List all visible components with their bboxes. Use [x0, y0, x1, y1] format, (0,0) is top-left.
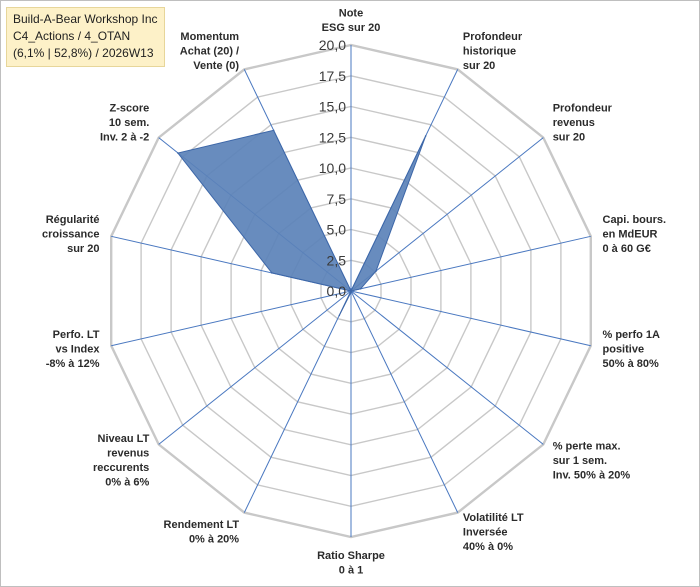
axis-category-label: % perfo 1A positive 50% à 80% — [603, 329, 661, 370]
chart-title-box: Build-A-Bear Workshop Inc C4_Actions / 4… — [6, 7, 165, 67]
data-point — [272, 129, 275, 132]
axis-category-label-line: Inversée — [463, 526, 508, 538]
axis-spoke — [350, 137, 544, 292]
axis-category-label-line: 0% à 20% — [189, 534, 239, 546]
tick-label: 7,5 — [327, 191, 347, 207]
axis-category-label: Niveau LT revenus reccurents 0% à 6% — [93, 433, 150, 489]
axis-category-label: Rendement LT 0% à 20% — [164, 519, 240, 546]
axis-category-label: Profondeur historique sur 20 — [463, 31, 523, 72]
axis-label-layer: Note ESG sur 20 Profondeur historique sur 20… — [42, 8, 666, 577]
axis-spoke — [111, 290, 352, 347]
axis-category-label-line: % perfo 1A — [603, 329, 661, 341]
tick-label: 15,0 — [319, 99, 346, 115]
axis-category-label-line: Rendement LT — [164, 519, 240, 531]
axis-category-label-line: ESG sur 20 — [322, 22, 381, 34]
title-line-2: C4_Actions / 4_OTAN — [13, 29, 131, 43]
series-layer — [177, 129, 427, 317]
axis-category-label-line: sur 20 — [463, 60, 495, 72]
tick-label: 17,5 — [319, 68, 346, 84]
axis-category-label-line: vs Index — [55, 343, 100, 355]
axis-category-label: Volatilité LT Inversée 40% à 0% — [463, 512, 524, 553]
axis-category-label-line: 10 sem. — [109, 117, 149, 129]
axis-category-label-line: reccurents — [93, 462, 149, 474]
data-point — [271, 272, 273, 274]
axis-category-label-line: Profondeur — [553, 103, 613, 115]
axis-category-label-line: positive — [603, 343, 645, 355]
axis-category-label-line: Momentum — [180, 31, 239, 43]
axis-category-label: % perte max. sur 1 sem. Inv. 50% à 20% — [553, 440, 631, 481]
axis-spoke — [350, 290, 459, 513]
axis-category-label-line: % perte max. — [553, 440, 621, 452]
data-point — [177, 152, 179, 154]
axis-category-label-line: Inv. 2 à -2 — [100, 132, 149, 144]
axis-category-label: Momentum Achat (20) / Vente (0) — [180, 31, 240, 72]
axis-category-label-line: Capi. bours. — [603, 214, 667, 226]
tick-label: 0,0 — [327, 283, 347, 299]
axis-category-label-line: Régularité — [46, 214, 100, 226]
axis-spoke — [350, 235, 591, 292]
tick-label: 20,0 — [319, 37, 346, 53]
axis-category-label-line: revenus — [553, 117, 595, 129]
axis-category-label: Régularité croissance sur 20 — [42, 214, 99, 255]
data-point — [359, 288, 362, 290]
axis-category-label: Note ESG sur 20 — [322, 8, 381, 35]
axis-category-label-line: 40% à 0% — [463, 541, 513, 553]
tick-label: 12,5 — [319, 129, 346, 145]
axis-category-label-line: sur 1 sem. — [553, 455, 607, 467]
tick-label: 10,0 — [319, 160, 346, 176]
axis-category-label-line: Perfo. LT — [53, 329, 100, 341]
axis-category-label-line: Z-score — [110, 103, 150, 115]
axis-category-label-line: Profondeur — [463, 31, 523, 43]
series-area — [177, 129, 427, 316]
axis-category-label: Perfo. LT vs Index -8% à 12% — [46, 329, 101, 370]
axis-category-label: Z-score 10 sem. Inv. 2 à -2 — [100, 103, 149, 144]
axis-spoke — [243, 290, 352, 513]
axis-category-label-line: Note — [339, 8, 363, 20]
axis-category-label-line: croissance — [42, 229, 99, 241]
axis-category-label-line: Vente (0) — [193, 60, 239, 72]
axis-category-label: Ratio Sharpe 0 à 1 — [317, 550, 385, 577]
axis-spoke — [350, 290, 591, 347]
axis-category-label-line: historique — [463, 46, 516, 58]
axis-category-label-line: 50% à 80% — [603, 358, 659, 370]
axis-category-label-line: sur 20 — [553, 132, 585, 144]
data-point — [350, 291, 352, 294]
axis-category-label-line: Ratio Sharpe — [317, 550, 385, 562]
tick-label: 2,5 — [327, 252, 347, 268]
data-point — [375, 270, 377, 272]
tick-label: 5,0 — [327, 222, 347, 238]
title-line-1: Build-A-Bear Workshop Inc — [13, 12, 158, 26]
data-point — [350, 290, 352, 292]
axis-category-label-line: Niveau LT — [98, 433, 150, 445]
axis-category-label-line: 0% à 6% — [105, 477, 149, 489]
axis-category-label-line: revenus — [107, 448, 149, 460]
axis-category-label-line: Volatilité LT — [463, 512, 524, 524]
axis-category-label: Profondeur revenus sur 20 — [553, 103, 613, 144]
axis-category-label: Capi. bours. en MdEUR 0 à 60 G€ — [603, 214, 667, 255]
axis-category-label-line: Achat (20) / — [180, 46, 239, 58]
axis-spoke — [350, 290, 544, 445]
tick-layer: 0,0 2,5 5,0 7,5 10,0 12,5 15,0 17,5 20,0 — [319, 37, 346, 299]
data-point — [424, 135, 427, 137]
axis-category-label-line: en MdEUR — [603, 229, 658, 241]
title-line-3: (6,1% | 52,8%) / 2026W13 — [13, 46, 154, 60]
data-point — [338, 314, 341, 317]
axis-category-label-line: sur 20 — [67, 243, 99, 255]
axis-category-label-line: -8% à 12% — [46, 358, 100, 370]
axis-category-label-line: 0 à 1 — [339, 565, 363, 577]
axis-category-label-line: 0 à 60 G€ — [603, 243, 651, 255]
axis-spoke — [158, 290, 352, 445]
axis-category-label-line: Inv. 50% à 20% — [553, 469, 631, 481]
